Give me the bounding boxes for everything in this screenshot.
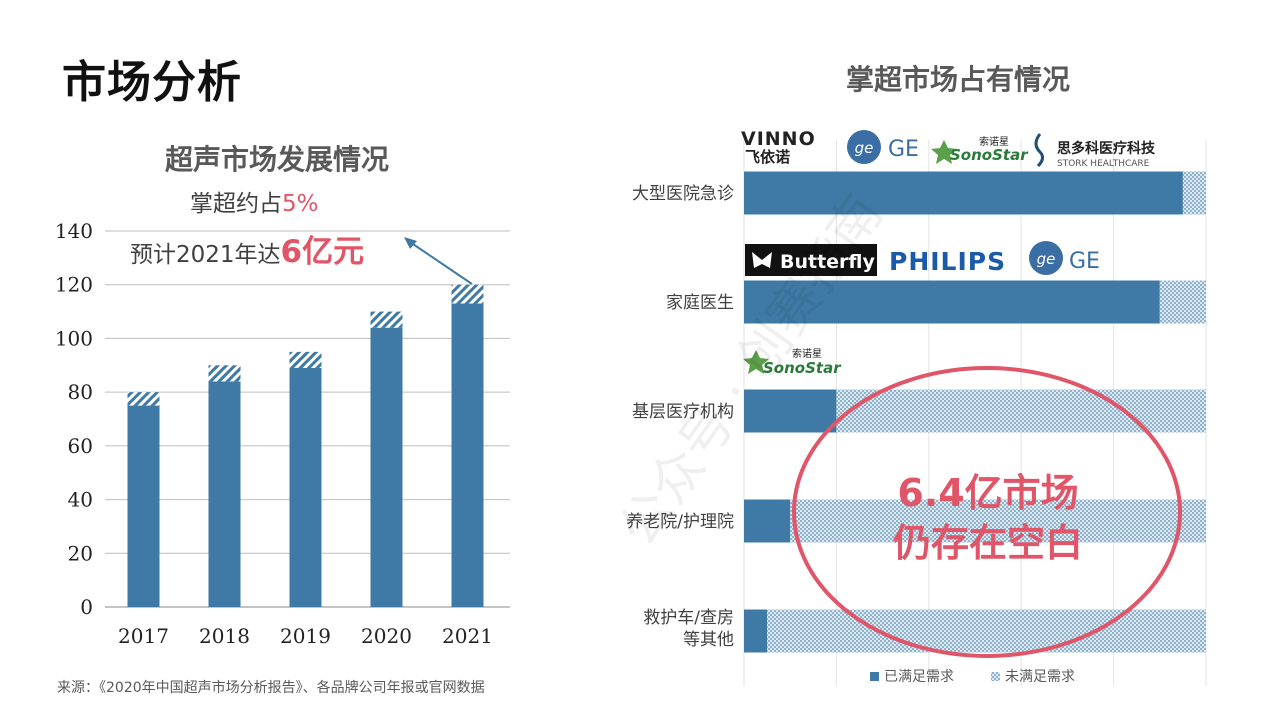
bar-met [744,609,768,653]
sonostar-star-icon [931,140,957,164]
x-tick-label: 2020 [361,624,412,648]
category-label: 家庭医生 [666,293,734,313]
y-tick-label: 60 [68,434,93,458]
market-gap-line2: 仍存在空白 [892,521,1083,565]
vinno-logo: VINNO [741,128,816,150]
y-tick-label: 120 [55,273,93,297]
bar-base [451,303,484,607]
sonostar-cn-logo-2: 索诺星 [792,347,822,360]
right-chart-legend: 已满足需求 未满足需求 [870,669,1075,685]
vinno-cn-logo: 飞依诺 [745,148,790,166]
y-tick-label: 140 [55,219,93,243]
source-note: 来源：《2020年中国超声市场分析报告》、各品牌公司年报或官网数据 [57,680,485,696]
sonostar-logo: SonoStar [950,146,1029,164]
category-label: 大型医院急诊 [632,184,734,204]
bar-handheld-segment [289,351,322,368]
philips-logo: PHILIPS [889,247,1006,276]
bar-unmet [790,499,1206,543]
bar-met [744,389,837,433]
forecast-prefix: 预计2021年达 [130,242,281,268]
bar-met [744,280,1160,324]
bar-met [744,499,791,543]
brand-row-2: Butterfly PHILIPS ge GE [745,241,1100,276]
butterfly-icon [752,252,772,268]
brand-row-3: 索诺星 SonoStar [743,347,842,377]
legend-label-unmet: 未满足需求 [1005,669,1075,685]
y-tick-label: 80 [68,380,93,404]
legend-label-met: 已满足需求 [884,669,954,685]
ge-logo-text-2: GE [1069,249,1100,274]
svg-text:ge: ge [1037,250,1056,268]
bar-base [289,367,322,607]
butterfly-logo: Butterfly [780,251,876,273]
brand-row-1: VINNO 飞依诺 ge GE 索诺星 SonoStar 思多科医疗科技 STO… [741,128,1156,169]
market-gap-ellipse [792,366,1182,658]
legend-swatch-unmet [991,672,1000,681]
bar-unmet [1159,280,1206,324]
y-tick-label: 100 [55,326,93,350]
x-tick-label: 2019 [280,624,331,648]
share-annotation: 掌超约占5% [190,184,319,218]
category-label: 养老院/护理院 [626,512,734,532]
x-tick-label: 2021 [442,624,493,648]
bar-unmet [1182,171,1206,215]
left-chart-title: 超声市场发展情况 [165,143,390,176]
market-gap-line1: 6.4亿市场 [897,471,1079,515]
stork-cn-logo: 思多科医疗科技 [1057,140,1156,157]
page-title: 市场分析 [62,57,242,108]
stork-icon [1034,133,1045,168]
share-value: 5% [282,191,319,217]
ge-icon-2 [1029,241,1063,275]
ge-logo-text: GE [888,137,919,162]
x-tick-label: 2017 [118,624,169,648]
bar-handheld-segment [451,284,484,304]
y-tick-label: 40 [68,488,93,512]
bar-met [744,171,1183,215]
bar-handheld-segment [127,392,160,406]
market-gap-callout: 6.4亿市场 仍存在空白 [858,468,1118,568]
legend-swatch-met [870,672,879,681]
left-bar-chart: 0 20 40 60 80 100 120 140 2017 2018 2019 2020 2021 [55,219,510,648]
ge-icon [847,130,881,164]
sonostar-star-icon-2 [743,350,769,374]
y-tick-label: 20 [68,541,93,565]
bar-base [370,327,403,607]
forecast-arrowhead [404,237,417,249]
x-tick-label: 2018 [199,624,250,648]
bar-handheld-segment [370,311,403,328]
bar-unmet [767,609,1206,653]
right-chart-title: 掌超市场占有情况 [846,63,1071,96]
y-tick-label: 0 [80,595,93,619]
forecast-value: 6亿元 [280,234,365,270]
sonostar-logo-2: SonoStar [763,359,842,377]
svg-text:ge: ge [855,139,874,157]
bar-unmet [836,389,1206,433]
forecast-annotation: 预计2021年达6亿元 [130,226,364,271]
bar-handheld-segment [208,365,241,382]
bar-base [127,405,160,607]
forecast-arrow [406,239,473,285]
sonostar-cn-logo: 索诺星 [979,135,1009,148]
category-label: 基层医疗机构 [632,402,734,422]
stork-logo: STORK HEALTHCARE [1057,159,1150,169]
category-label: 救护车/查房等其他 [643,608,734,650]
bar-base [208,381,241,607]
share-prefix: 掌超约占 [190,191,282,217]
